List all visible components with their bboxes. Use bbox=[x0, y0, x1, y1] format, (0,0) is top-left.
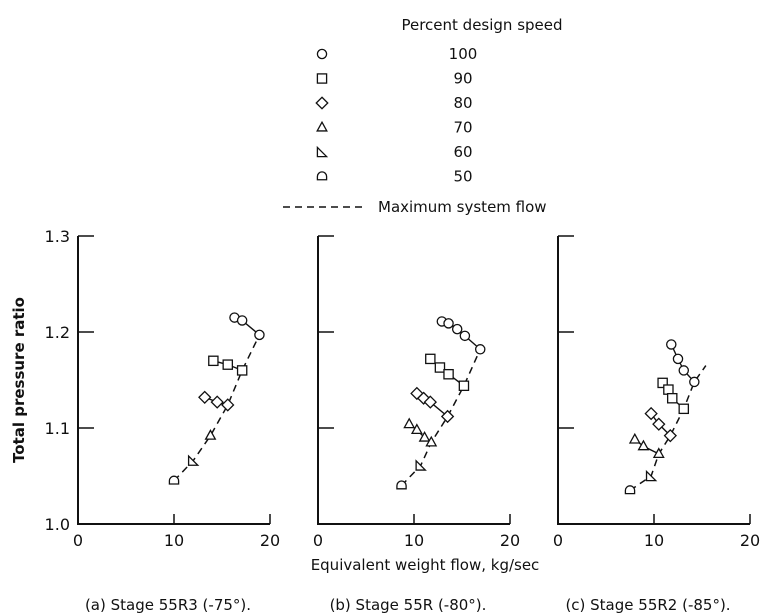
data-point-60 bbox=[415, 459, 427, 471]
x-tick-label: 20 bbox=[500, 531, 520, 550]
y-tick-label: 1.0 bbox=[45, 515, 70, 534]
legend-marker-90 bbox=[316, 73, 328, 84]
data-point-70 bbox=[652, 447, 665, 459]
data-point-80 bbox=[198, 390, 212, 404]
legend-label-100: 100 bbox=[449, 45, 478, 63]
data-point-60 bbox=[187, 454, 200, 466]
data-point-90 bbox=[678, 403, 690, 415]
data-point-80 bbox=[210, 395, 224, 409]
x-tick-label: 20 bbox=[740, 531, 760, 550]
data-point-70 bbox=[204, 429, 217, 440]
speed-line-100 bbox=[670, 344, 695, 383]
panel-1: 1.0 1.1 1.2 1.3 0 10 20 (a) Stage 55R3 (-75°). bbox=[45, 227, 281, 614]
data-point-70 bbox=[425, 435, 438, 447]
data-point-80 bbox=[221, 398, 235, 412]
data-point-50 bbox=[168, 475, 180, 485]
max-system-flow-line bbox=[400, 348, 481, 487]
data-point-90 bbox=[236, 365, 248, 376]
legend-marker-60 bbox=[316, 145, 329, 158]
data-point-90 bbox=[443, 368, 454, 380]
data-point-90 bbox=[458, 380, 470, 392]
max-system-flow-line bbox=[173, 334, 261, 482]
legend: Percent design speed 100 90 80 70 60 50 Maximu… bbox=[283, 16, 563, 216]
data-point-100 bbox=[451, 323, 463, 335]
data-point-100 bbox=[254, 329, 265, 341]
legend-line-label: Maximum system flow bbox=[378, 198, 547, 216]
data-point-70 bbox=[637, 439, 650, 451]
data-point-90 bbox=[425, 353, 436, 365]
data-point-90 bbox=[663, 384, 674, 395]
data-point-90 bbox=[434, 362, 446, 373]
data-point-100 bbox=[459, 330, 471, 342]
x-tick-label: 10 bbox=[164, 531, 184, 550]
legend-label-80: 80 bbox=[453, 94, 472, 112]
y-tick-label: 1.1 bbox=[45, 419, 70, 438]
data-point-80 bbox=[644, 406, 658, 421]
y-axis-label: Total pressure ratio bbox=[10, 297, 28, 463]
data-point-100 bbox=[672, 353, 684, 365]
legend-title: Percent design speed bbox=[401, 16, 562, 34]
data-point-70 bbox=[628, 432, 641, 444]
data-point-90 bbox=[222, 359, 234, 370]
chart-panels: 1.0 1.1 1.2 1.3 0 10 20 (a) Stage 55R3 (-75°). 0… bbox=[45, 227, 761, 614]
legend-marker-80 bbox=[315, 96, 329, 110]
x-tick-label: 10 bbox=[404, 531, 424, 550]
legend-label-50: 50 bbox=[453, 168, 472, 186]
panel-2-caption: (b) Stage 55R (-80°). bbox=[330, 596, 487, 614]
data-point-100 bbox=[474, 344, 486, 355]
y-tick-label: 1.2 bbox=[45, 323, 70, 342]
data-point-100 bbox=[666, 339, 677, 350]
y-tick-label: 1.3 bbox=[45, 227, 70, 246]
x-tick-label: 0 bbox=[553, 531, 563, 550]
panel-1-caption: (a) Stage 55R3 (-75°). bbox=[85, 596, 251, 614]
legend-marker-70 bbox=[316, 120, 328, 132]
data-point-90 bbox=[657, 377, 668, 389]
legend-label-90: 90 bbox=[453, 70, 472, 88]
data-point-70 bbox=[410, 423, 423, 435]
panel-3-caption: (c) Stage 55R2 (-85°). bbox=[565, 596, 730, 614]
data-point-100 bbox=[678, 365, 690, 376]
panel-2-axes bbox=[317, 236, 510, 525]
legend-label-60: 60 bbox=[453, 143, 472, 161]
data-point-90 bbox=[208, 355, 219, 367]
data-point-80 bbox=[652, 417, 666, 431]
panel-2: 0 10 20 (b) Stage 55R (-80°). bbox=[313, 235, 520, 614]
data-point-80 bbox=[440, 409, 455, 424]
legend-marker-100 bbox=[316, 48, 328, 60]
data-point-100 bbox=[443, 318, 454, 329]
data-point-80 bbox=[423, 395, 437, 409]
data-point-100 bbox=[689, 376, 700, 388]
legend-marker-50 bbox=[316, 171, 328, 181]
legend-label-70: 70 bbox=[453, 119, 472, 137]
data-point-50 bbox=[624, 485, 636, 495]
x-tick-label: 0 bbox=[313, 531, 323, 550]
data-point-100 bbox=[236, 315, 248, 326]
x-tick-label: 20 bbox=[260, 531, 280, 550]
data-point-70 bbox=[418, 430, 431, 442]
data-point-70 bbox=[403, 417, 416, 429]
data-point-60 bbox=[645, 469, 658, 482]
panel-3: 0 10 20 (c) Stage 55R2 (-85°). bbox=[553, 235, 760, 614]
data-point-80 bbox=[663, 429, 677, 443]
data-point-90 bbox=[666, 392, 678, 404]
x-tick-label: 10 bbox=[644, 531, 664, 550]
x-axis-label: Equivalent weight flow, kg/sec bbox=[311, 556, 540, 574]
x-tick-label: 0 bbox=[73, 531, 83, 550]
data-point-50 bbox=[396, 480, 407, 490]
